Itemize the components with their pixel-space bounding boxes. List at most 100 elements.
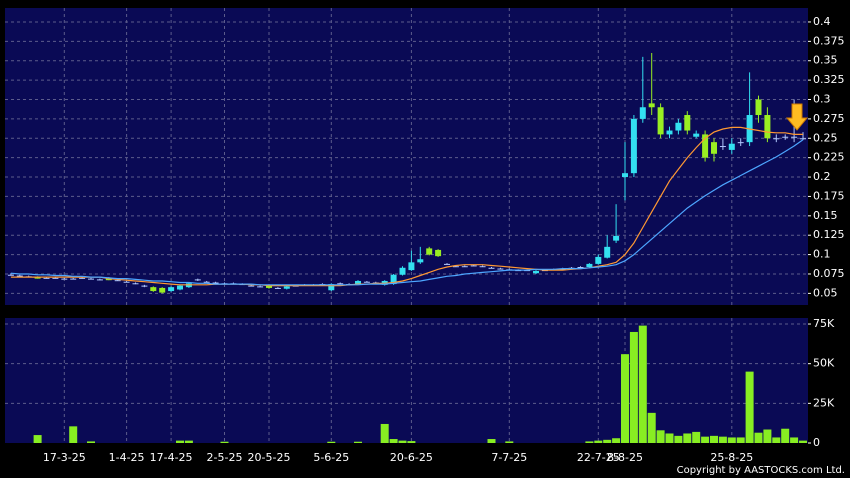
candle-body [675, 122, 682, 131]
candle-body [283, 286, 290, 289]
candle-body [452, 266, 459, 268]
candle-body [470, 265, 477, 267]
x-tick-label: 5-6-25 [313, 451, 349, 464]
candle-body [613, 235, 620, 241]
x-tick-label: 8-8-25 [607, 451, 643, 464]
volume-bar [585, 441, 594, 443]
volume-bar [727, 437, 736, 443]
candle-body [168, 287, 175, 292]
y-tick-label: 0.225 [813, 151, 845, 164]
candle-body [266, 285, 272, 288]
candle-body [595, 256, 602, 264]
volume-bar [327, 441, 336, 443]
volume-bar [612, 438, 621, 443]
y-tick-label: 0.1 [813, 248, 831, 261]
volume-bar [745, 371, 754, 443]
candle-body [408, 262, 415, 271]
moving-average-line [10, 139, 804, 286]
candle-body [88, 278, 94, 280]
volume-bar [407, 441, 416, 443]
volume-bar [718, 436, 727, 443]
volume-bar [184, 440, 193, 443]
candle-body [800, 138, 806, 140]
volume-bar [674, 435, 683, 443]
volume-bar [389, 439, 398, 443]
candle-body [43, 277, 50, 279]
y-tick-label: 50K [813, 357, 835, 370]
candle-body [461, 266, 468, 268]
candle-body [150, 287, 157, 292]
volume-bar [772, 437, 781, 443]
x-tick-label: 22-7-25 [577, 451, 620, 464]
y-tick-label: 0.15 [813, 209, 838, 222]
volume-bar [754, 432, 763, 443]
x-tick-label: 1-4-25 [109, 451, 145, 464]
candle-body [61, 278, 68, 280]
candle-body [533, 270, 539, 274]
candle-body [622, 173, 628, 178]
candle-body [604, 246, 611, 258]
candle-body [194, 279, 201, 281]
volume-bar [629, 331, 638, 443]
y-tick-label: 0.125 [813, 228, 845, 241]
candle-body [417, 259, 424, 263]
y-tick-label: 0 [813, 436, 820, 449]
candle-body [435, 249, 442, 257]
candle-body [52, 277, 59, 279]
volume-panel [5, 318, 808, 443]
candle-body [132, 283, 139, 285]
volume-bar [647, 412, 656, 443]
x-tick-label: 20-5-25 [248, 451, 291, 464]
candle-body [212, 282, 219, 284]
candle-body [666, 130, 673, 135]
candle-body [773, 138, 780, 140]
y-tick-label: 75K [813, 317, 835, 330]
candle-body [497, 268, 504, 270]
candle-body [70, 278, 77, 280]
candle-body [96, 279, 103, 281]
candle-body [711, 142, 717, 154]
candle-body [702, 134, 709, 158]
candle-body [159, 287, 166, 293]
candle-body [363, 281, 370, 283]
copyright: Copyright by AASTOCKS.com Ltd. [677, 465, 845, 476]
candle-body [693, 133, 700, 137]
candle-body [248, 285, 255, 287]
volume-bar [505, 441, 514, 443]
candle-body [203, 281, 210, 283]
marker-arrow [785, 103, 809, 131]
price-panel [5, 8, 808, 305]
volume-bar [710, 435, 718, 443]
volume-bar [701, 436, 710, 443]
volume-bar [380, 423, 389, 443]
candle-body [399, 267, 406, 275]
candle-body [782, 136, 789, 138]
candle-body [34, 277, 41, 279]
candle-body [16, 275, 23, 277]
y-tick-label: 0.2 [813, 170, 831, 183]
volume-bar [683, 433, 692, 443]
volume-bar [69, 426, 78, 443]
plot-layer: 0.05 0.075 0.1 0.125 0.15 0.175 0.2 0.225 0.25 0.… [5, 8, 845, 464]
volume-bar [799, 440, 807, 443]
candle-body [114, 280, 121, 282]
volume-bar [594, 440, 603, 443]
candle-body [648, 103, 655, 108]
y-tick-label: 0.175 [813, 189, 845, 202]
candle-body [719, 146, 726, 148]
y-tick-label: 0.275 [813, 112, 845, 125]
candle-body [390, 274, 397, 285]
moving-average-line [10, 126, 803, 287]
x-tick-label: 25-8-25 [710, 451, 753, 464]
candle-body [737, 142, 744, 144]
y-tick-label: 0.3 [813, 93, 831, 106]
candle-body [123, 281, 130, 283]
y-tick-label: 0.4 [813, 15, 831, 28]
candle-body [274, 287, 281, 289]
volume-bar [781, 428, 790, 443]
y-tick-label: 0.05 [813, 286, 838, 299]
candle-body [257, 286, 264, 288]
x-tick-label: 2-5-25 [207, 451, 243, 464]
